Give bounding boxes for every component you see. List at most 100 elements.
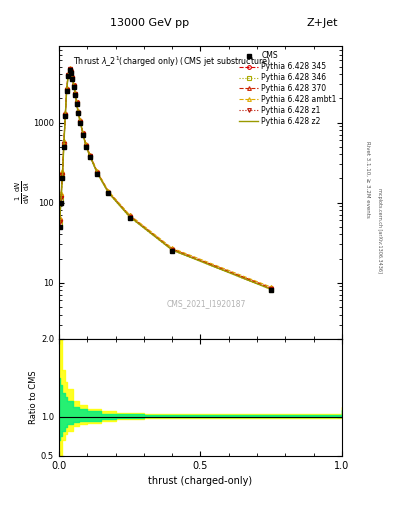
Pythia 6.428 z1	[78, 118, 83, 124]
Pythia 6.428 z1	[57, 219, 62, 225]
Text: mcplots.cern.ch [arXiv:1306.3436]: mcplots.cern.ch [arXiv:1306.3436]	[377, 188, 382, 273]
Pythia 6.428 z1	[66, 72, 70, 78]
CMS	[73, 92, 77, 98]
Pythia 6.428 346	[60, 174, 65, 180]
Pythia 6.428 345	[269, 285, 274, 291]
Pythia 6.428 z1	[170, 247, 174, 253]
Pythia 6.428 ambt1	[106, 188, 111, 194]
Pythia 6.428 370	[62, 139, 66, 145]
CMS	[88, 154, 92, 160]
Pythia 6.428 ambt1	[62, 138, 66, 144]
Pythia 6.428 ambt1	[59, 190, 63, 197]
Pythia 6.428 370	[73, 90, 77, 96]
CMS	[81, 132, 85, 138]
CMS	[64, 88, 69, 94]
Pythia 6.428 z1	[81, 131, 85, 137]
CMS	[62, 143, 66, 150]
CMS	[72, 83, 76, 90]
Pythia 6.428 ambt1	[69, 68, 73, 74]
Pythia 6.428 ambt1	[66, 71, 70, 77]
Text: Thrust $\lambda\_2^1$(charged only) (CMS jet substructure): Thrust $\lambda\_2^1$(charged only) (CMS…	[73, 55, 271, 69]
CMS	[106, 190, 111, 197]
Pythia 6.428 345	[106, 189, 111, 195]
Pythia 6.428 345	[72, 82, 76, 89]
Pythia 6.428 370	[72, 82, 76, 88]
CMS	[83, 143, 88, 150]
Pythia 6.428 346	[69, 69, 73, 75]
CMS	[66, 73, 70, 79]
Pythia 6.428 ambt1	[64, 85, 69, 91]
CMS	[269, 287, 274, 293]
Text: Z+Jet: Z+Jet	[307, 18, 338, 28]
Pythia 6.428 370	[76, 109, 81, 115]
Pythia 6.428 346	[67, 67, 72, 73]
Pythia 6.428 z2	[78, 119, 83, 125]
Line: Pythia 6.428 z2: Pythia 6.428 z2	[60, 70, 271, 289]
Line: Pythia 6.428 ambt1: Pythia 6.428 ambt1	[57, 66, 273, 289]
CMS	[60, 176, 65, 182]
Pythia 6.428 345	[83, 142, 88, 148]
Pythia 6.428 z2	[67, 67, 72, 73]
Pythia 6.428 z1	[127, 214, 132, 220]
Pythia 6.428 z2	[95, 170, 99, 176]
Pythia 6.428 z1	[64, 87, 69, 93]
Text: 13000 GeV pp: 13000 GeV pp	[110, 18, 189, 28]
Pythia 6.428 346	[76, 110, 81, 116]
Pythia 6.428 346	[83, 143, 88, 149]
Pythia 6.428 345	[70, 74, 75, 80]
Pythia 6.428 ambt1	[73, 90, 77, 96]
Pythia 6.428 z1	[60, 172, 65, 178]
CMS	[59, 200, 63, 206]
Pythia 6.428 z1	[73, 91, 77, 97]
Pythia 6.428 z1	[62, 140, 66, 146]
Pythia 6.428 370	[106, 188, 111, 195]
Pythia 6.428 345	[78, 118, 83, 124]
Line: Pythia 6.428 z1: Pythia 6.428 z1	[57, 68, 273, 291]
Pythia 6.428 z1	[88, 153, 92, 159]
Pythia 6.428 370	[78, 117, 83, 123]
Pythia 6.428 346	[66, 73, 70, 79]
Pythia 6.428 346	[269, 287, 274, 293]
CMS	[70, 76, 75, 82]
Pythia 6.428 ambt1	[74, 99, 79, 105]
Pythia 6.428 z2	[106, 190, 111, 196]
Pythia 6.428 370	[83, 142, 88, 148]
Pythia 6.428 z2	[269, 286, 274, 292]
Pythia 6.428 346	[64, 87, 69, 93]
Pythia 6.428 370	[64, 86, 69, 92]
Pythia 6.428 z2	[63, 112, 68, 118]
Pythia 6.428 370	[81, 130, 85, 136]
Pythia 6.428 370	[74, 99, 79, 105]
X-axis label: thrust (charged-only): thrust (charged-only)	[149, 476, 252, 486]
CMS	[76, 110, 81, 116]
Pythia 6.428 346	[81, 131, 85, 137]
Pythia 6.428 z2	[70, 75, 75, 81]
Pythia 6.428 z2	[59, 196, 63, 202]
Pythia 6.428 ambt1	[78, 117, 83, 123]
Pythia 6.428 z1	[67, 67, 72, 73]
Pythia 6.428 ambt1	[95, 168, 99, 175]
Pythia 6.428 z1	[83, 143, 88, 149]
Pythia 6.428 345	[88, 153, 92, 159]
Pythia 6.428 z2	[62, 141, 66, 147]
Pythia 6.428 z2	[76, 110, 81, 116]
Pythia 6.428 370	[127, 212, 132, 219]
Pythia 6.428 346	[73, 91, 77, 97]
Pythia 6.428 345	[170, 246, 174, 252]
Line: Pythia 6.428 370: Pythia 6.428 370	[57, 67, 273, 290]
Pythia 6.428 370	[88, 152, 92, 158]
Pythia 6.428 346	[88, 154, 92, 160]
Line: Pythia 6.428 346: Pythia 6.428 346	[57, 68, 273, 292]
Pythia 6.428 346	[106, 190, 111, 196]
CMS	[78, 119, 83, 125]
Pythia 6.428 370	[63, 110, 68, 116]
Pythia 6.428 ambt1	[60, 167, 65, 174]
Pythia 6.428 z2	[88, 154, 92, 160]
Pythia 6.428 z1	[74, 100, 79, 106]
Pythia 6.428 345	[64, 86, 69, 92]
CMS	[63, 113, 68, 119]
Pythia 6.428 ambt1	[76, 108, 81, 114]
Pythia 6.428 z2	[127, 214, 132, 220]
Pythia 6.428 345	[81, 131, 85, 137]
Line: CMS: CMS	[57, 68, 273, 292]
